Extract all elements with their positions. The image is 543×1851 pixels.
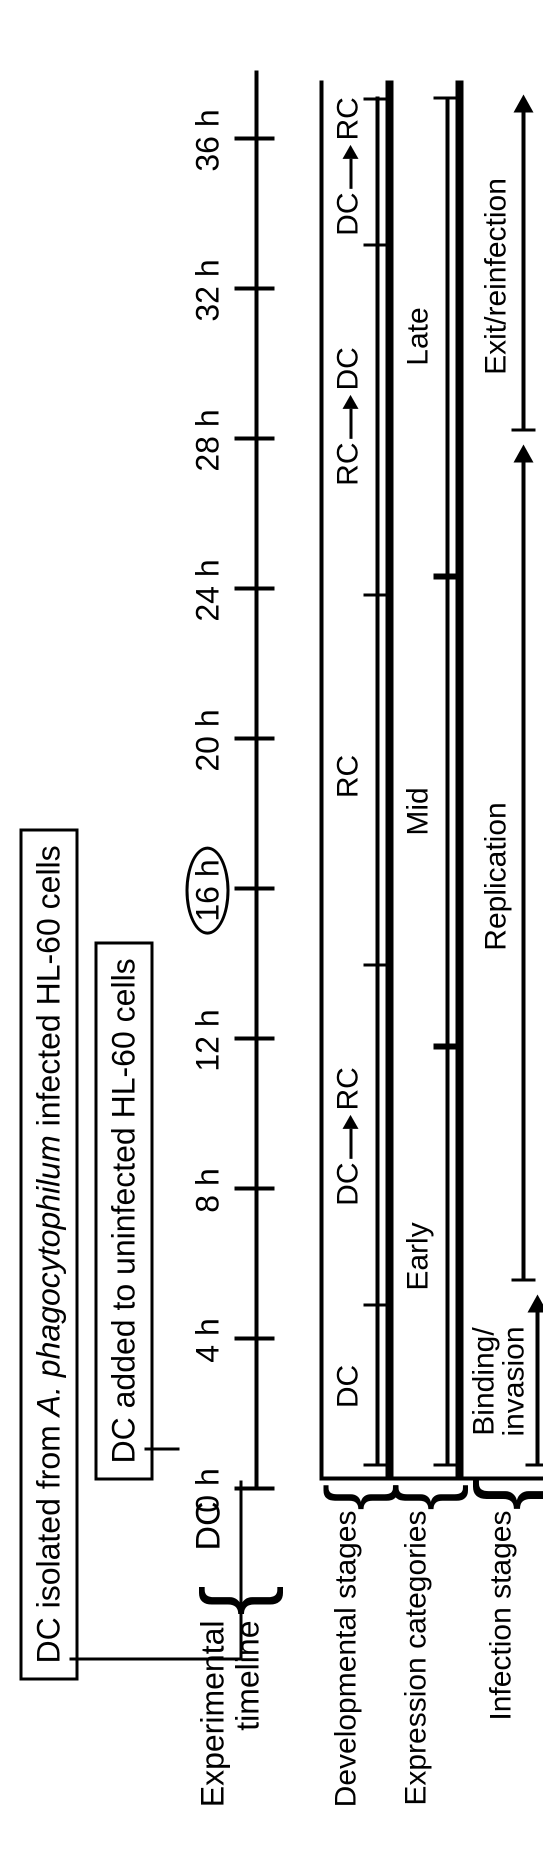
cap — [364, 244, 388, 247]
tick-label: 4 h — [190, 1318, 227, 1362]
expr-range — [446, 1047, 450, 1467]
expr-range — [446, 577, 450, 1047]
cap — [364, 1304, 388, 1307]
tick — [235, 587, 275, 591]
cap — [434, 1044, 458, 1047]
dev-stage-label: DC — [332, 1365, 366, 1408]
dev-stage-label: RCDC — [332, 347, 367, 486]
tick — [235, 887, 275, 891]
tick-label: 12 h — [190, 1009, 227, 1071]
box1-pre: DC isolated from — [31, 1416, 67, 1663]
tick — [235, 1487, 275, 1491]
cap — [364, 98, 388, 101]
label-timeline-l1: Experimental — [195, 1621, 232, 1821]
expr-bracket: Early Mid Late — [390, 81, 460, 1481]
axis-line — [255, 71, 259, 1491]
tick-label: 36 h — [190, 109, 227, 171]
arrow-head-icon — [514, 95, 534, 113]
inf-label: Replication — [480, 802, 514, 950]
label-timeline-l2: timeline — [230, 1621, 267, 1821]
arrow-head-icon — [528, 1295, 543, 1313]
tick-label: 28 h — [190, 409, 227, 471]
expr-label: Late — [402, 307, 436, 365]
arrow-head-icon — [514, 445, 534, 463]
dev-stage-label: DCRC — [332, 1067, 367, 1206]
cap — [512, 429, 536, 432]
cap — [526, 1464, 543, 1467]
timeline-axis: 0 h4 h8 h12 h16 h20 h24 h28 h32 h36 h — [180, 71, 320, 1491]
cap — [434, 1464, 458, 1467]
box-dc-added: DC added to uninfected HL-60 cells — [95, 941, 154, 1480]
cap — [512, 1279, 536, 1282]
tick-label: 20 h — [190, 709, 227, 771]
tick — [235, 1337, 275, 1341]
dev-range-line — [376, 97, 380, 1467]
cap — [364, 594, 388, 597]
inf-label: Exit/reinfection — [480, 178, 514, 375]
expr-label: Early — [402, 1222, 436, 1290]
expr-range — [446, 97, 450, 577]
inf-arrow-shaft — [522, 113, 526, 432]
inf-label: Binding/ — [468, 1327, 502, 1435]
diagram-root: DC isolated from A. phagocytophilum infe… — [0, 0, 543, 1821]
label-dev: Developmental stages — [330, 1511, 364, 1851]
expr-label: Mid — [402, 787, 436, 835]
tick — [235, 1187, 275, 1191]
tick — [235, 1037, 275, 1041]
tick — [235, 287, 275, 291]
cap — [364, 964, 388, 967]
tick-label: 0 h — [190, 1468, 227, 1512]
connector — [145, 1448, 180, 1451]
tick — [235, 137, 275, 141]
inf-label: invasion — [498, 1326, 532, 1436]
cap — [434, 1047, 458, 1050]
tick — [235, 737, 275, 741]
box1-italic: A. phagocytophilum — [31, 1135, 67, 1416]
dev-bracket: DC DCRC RC RCDC DCRC — [320, 81, 390, 1481]
cap — [434, 577, 458, 580]
inf-arrow-shaft — [536, 1313, 540, 1467]
tick-label: 16 h — [190, 846, 227, 934]
box-dc-isolated: DC isolated from A. phagocytophilum infe… — [20, 828, 79, 1680]
cap — [364, 1464, 388, 1467]
tick-label: 24 h — [190, 559, 227, 621]
label-inf: Infection stages — [485, 1511, 519, 1851]
dev-stage-label: DCRC — [332, 97, 367, 236]
cap — [434, 97, 458, 100]
inf-arrow-shaft — [522, 463, 526, 1282]
dev-stage-label: RC — [332, 755, 366, 798]
inf-bracket: Binding/invasion Replication Exit/reinfect… — [460, 81, 543, 1481]
label-expr: Expression categories — [400, 1511, 434, 1851]
tick-label: 8 h — [190, 1168, 227, 1212]
cap — [434, 574, 458, 577]
box1-post: infected HL-60 cells — [31, 845, 67, 1135]
tick — [235, 437, 275, 441]
tick-label: 32 h — [190, 259, 227, 321]
